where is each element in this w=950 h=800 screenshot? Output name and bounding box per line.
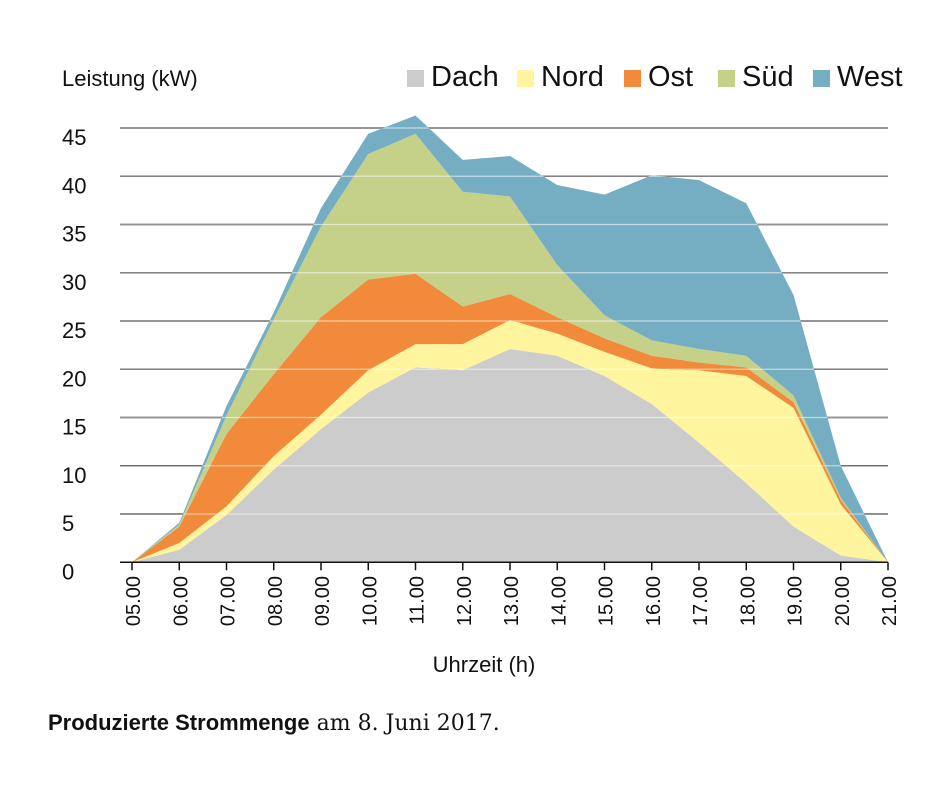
legend-label-ost: Ost	[648, 61, 693, 93]
legend-label-nord: Nord	[541, 61, 604, 93]
legend-label-west: West	[837, 61, 903, 93]
y-tick-label: 30	[62, 270, 86, 295]
x-tick-label: 10.00	[359, 576, 381, 626]
x-tick-label: 18.00	[737, 576, 759, 626]
legend-label-dach: Dach	[431, 61, 499, 93]
caption-rest: am 8. Juni 2017.	[310, 711, 500, 736]
legend-label-süd: Süd	[742, 61, 794, 93]
y-tick-label: 15	[62, 415, 86, 440]
x-tick-label: 12.00	[454, 576, 476, 626]
x-tick-label: 19.00	[785, 576, 807, 626]
legend-swatch-nord	[517, 70, 534, 87]
y-tick-label: 40	[62, 173, 86, 198]
legend-swatch-dach	[407, 70, 424, 87]
area-süd	[132, 133, 888, 563]
x-tick-label: 16.00	[643, 576, 665, 626]
x-tick-label: 14.00	[548, 576, 570, 626]
x-tick-label: 20.00	[832, 576, 854, 626]
x-tick-labels: 05.00 06.00 07.00 08.00 09.00 10.00 11.00 12.00…	[123, 562, 901, 626]
legend-swatch-ost	[624, 70, 641, 87]
x-tick-label: 05.00	[123, 576, 145, 626]
x-axis-label: Uhrzeit (h)	[433, 652, 536, 677]
x-tick-label: 15.00	[596, 576, 618, 626]
caption: Produzierte Strommenge am 8. Juni 2017.	[48, 710, 500, 736]
y-tick-label: 0	[62, 559, 74, 584]
x-tick-label: 17.00	[690, 576, 712, 626]
y-axis-label: Leistung (kW)	[62, 66, 198, 91]
x-tick-label: 09.00	[312, 576, 334, 626]
y-tick-label: 35	[62, 222, 86, 247]
x-tick-label: 11.00	[407, 576, 429, 625]
y-tick-label: 5	[62, 511, 74, 536]
legend-swatch-süd	[718, 70, 735, 87]
x-tick-label: 21.00	[879, 576, 901, 626]
legend: Dach Nord Ost Süd West	[407, 61, 903, 93]
area-dach	[132, 349, 888, 563]
y-tick-label: 20	[62, 366, 86, 391]
x-tick-label: 13.00	[501, 576, 523, 626]
y-tick-label: 10	[62, 463, 86, 488]
x-tick-label: 06.00	[170, 576, 192, 626]
y-tick-label: 25	[62, 318, 86, 343]
gridlines-overlay	[120, 127, 888, 564]
areas	[132, 115, 888, 563]
area-nord	[132, 320, 888, 563]
y-tick-label: 45	[62, 125, 86, 150]
x-tick-label: 07.00	[218, 576, 240, 626]
legend-swatch-west	[813, 70, 830, 87]
x-tick-label: 08.00	[265, 576, 287, 626]
area-west	[132, 115, 888, 563]
area-ost	[132, 273, 888, 563]
y-tick-labels: 0 5 10 15 20 25 30 35 40 45	[62, 125, 86, 584]
caption-bold: Produzierte Strommenge	[48, 710, 310, 735]
